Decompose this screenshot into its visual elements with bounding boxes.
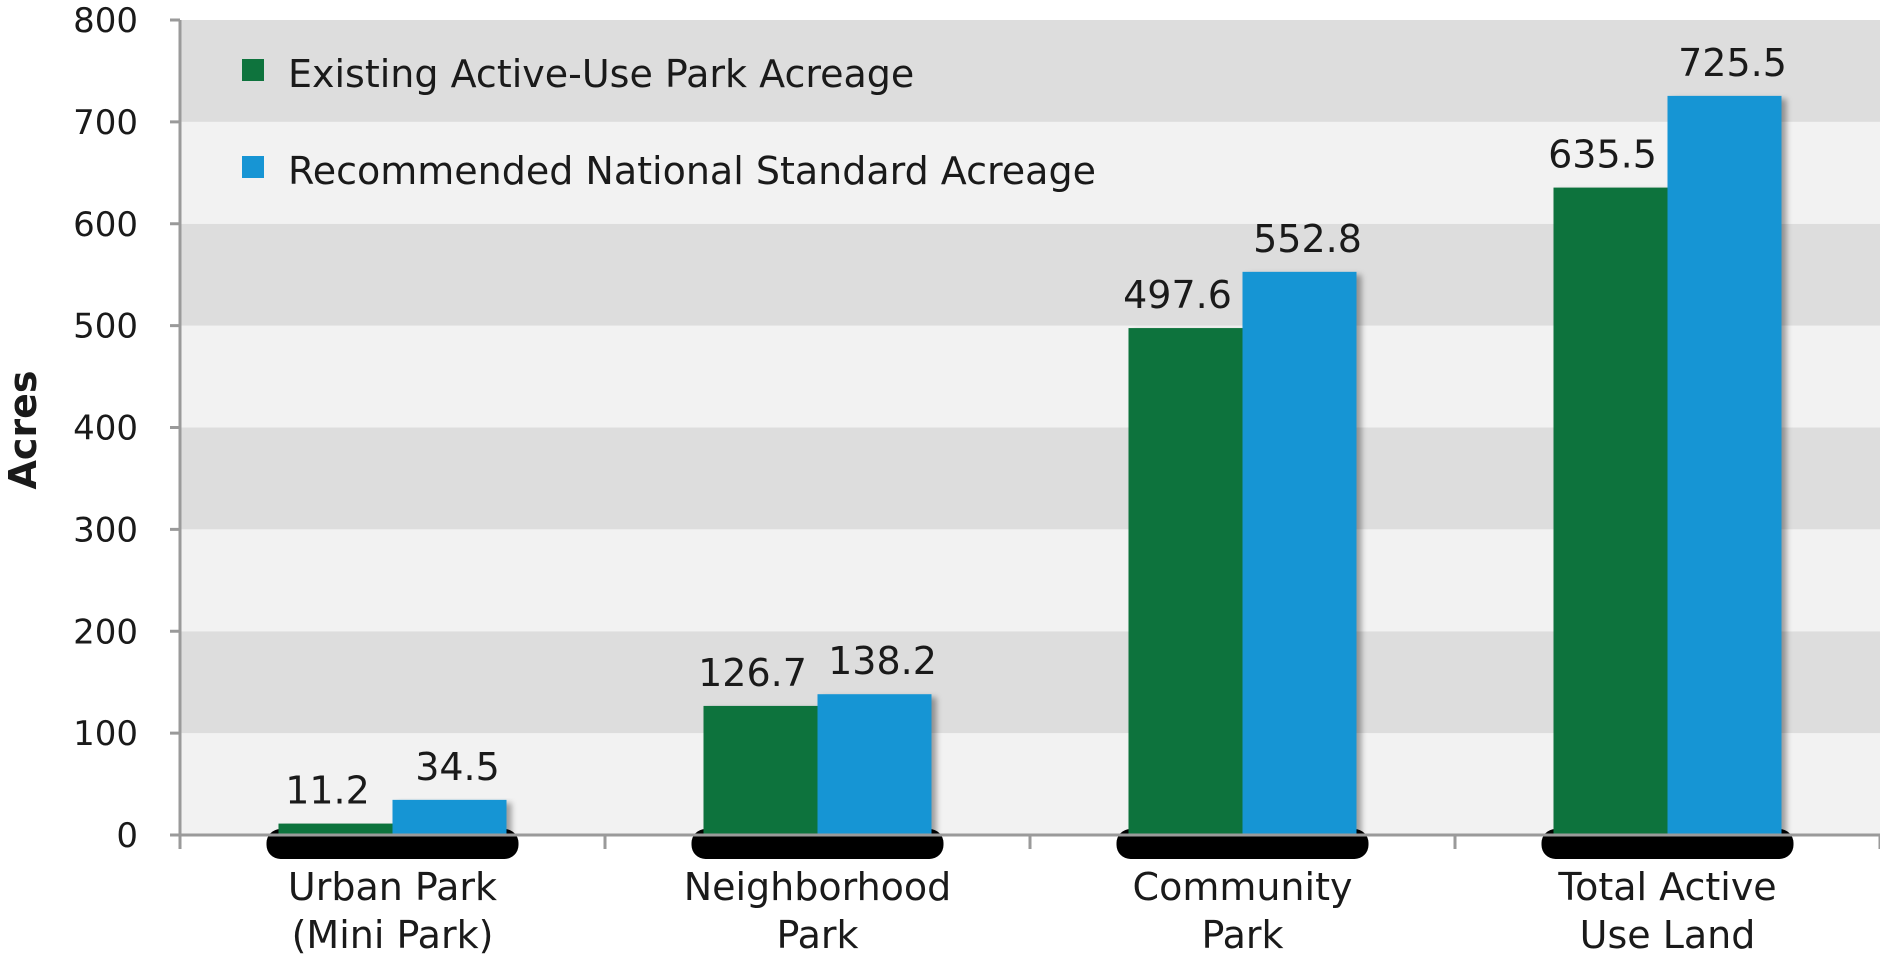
bar bbox=[1242, 271, 1357, 836]
legend-label: Existing Active-Use Park Acreage bbox=[288, 52, 914, 96]
bar bbox=[703, 705, 818, 835]
x-tick-label: Urban Park (Mini Park) bbox=[288, 865, 497, 957]
bar bbox=[1667, 95, 1782, 836]
bar bbox=[392, 799, 507, 835]
axes bbox=[170, 18, 1880, 849]
y-tick-label: 400 bbox=[73, 409, 138, 449]
legend-swatch bbox=[242, 156, 264, 178]
data-label: 497.6 bbox=[1123, 273, 1232, 317]
x-tick-label: Total Active Use Land bbox=[1557, 865, 1776, 957]
y-tick-label: 600 bbox=[73, 205, 138, 245]
bar bbox=[278, 823, 393, 835]
y-tick-label: 500 bbox=[73, 307, 138, 347]
data-label: 138.2 bbox=[828, 639, 937, 683]
legend-swatch bbox=[242, 59, 264, 81]
x-tick-label: Community Park bbox=[1133, 865, 1353, 957]
grid-band bbox=[180, 20, 1880, 122]
y-tick-label: 300 bbox=[73, 510, 138, 550]
y-tick-label: 800 bbox=[73, 1, 138, 41]
y-tick-label: 100 bbox=[73, 714, 138, 754]
data-label: 635.5 bbox=[1548, 133, 1657, 177]
y-tick-label: 700 bbox=[73, 103, 138, 143]
y-tick-label: 0 bbox=[116, 816, 138, 856]
data-label: 34.5 bbox=[415, 745, 500, 789]
legend-label: Recommended National Standard Acreage bbox=[288, 149, 1096, 193]
bars: 11.2 34.5 126.7 138.2 497.6 552.8 635.5 725.5 bbox=[278, 41, 1787, 836]
bar bbox=[817, 694, 932, 835]
data-label: 11.2 bbox=[285, 769, 370, 813]
y-tick-label: 200 bbox=[73, 612, 138, 652]
legend: Existing Active-Use Park Acreage Recommen… bbox=[242, 52, 1096, 193]
y-axis-label: Acres bbox=[1, 370, 45, 489]
data-label: 552.8 bbox=[1253, 217, 1362, 261]
bar bbox=[1128, 328, 1243, 835]
y-axis-ticks: 0 100 200 300 400 500 600 700 800 bbox=[73, 1, 138, 856]
data-label: 126.7 bbox=[698, 651, 807, 695]
bar bbox=[1553, 187, 1668, 836]
x-tick-label: Neighborhood Park bbox=[684, 865, 952, 957]
data-label: 725.5 bbox=[1678, 41, 1787, 85]
x-axis-labels: Urban Park (Mini Park) Neighborhood Park Com… bbox=[288, 865, 1777, 957]
